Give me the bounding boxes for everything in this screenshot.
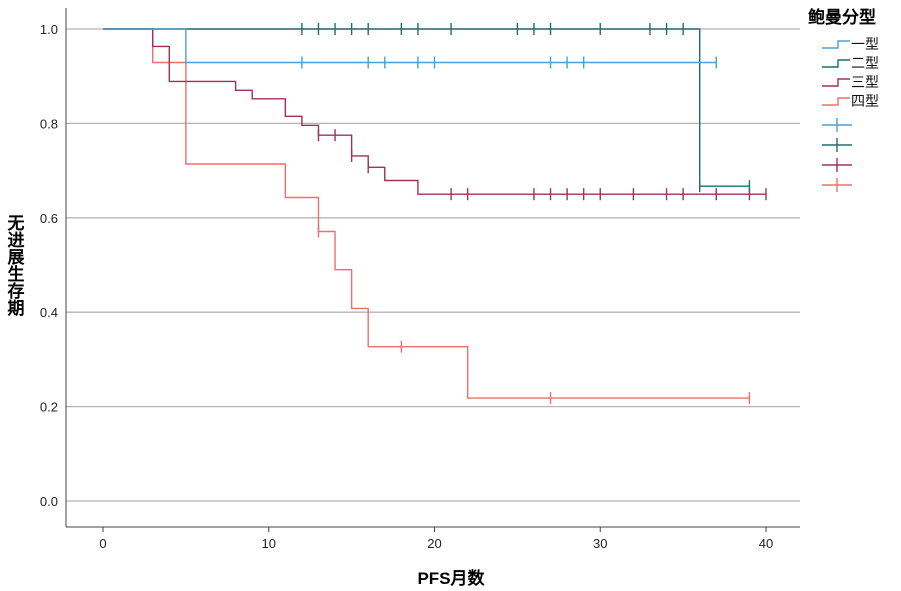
legend-line-icon: [822, 78, 850, 87]
legend-line-icon: [822, 59, 850, 68]
km-curve-四型: [103, 28, 750, 399]
km-curve-一型: [103, 28, 717, 64]
x-tick-label: 40: [759, 536, 773, 551]
y-tick-label: 0.0: [40, 494, 58, 509]
km-curve-二型: [103, 28, 750, 187]
y-tick-label: 0.4: [40, 305, 58, 320]
y-tick-label: 0.6: [40, 211, 58, 226]
y-tick-label: 1.0: [40, 22, 58, 37]
y-tick-label: 0.8: [40, 116, 58, 131]
legend-line-icon: [822, 40, 850, 49]
legend-title: 鲍曼分型: [808, 7, 876, 27]
x-tick-label: 0: [99, 536, 106, 551]
x-axis-label: PFS月数: [417, 568, 485, 588]
legend-label: 四型: [851, 93, 879, 109]
legend-line-icon: [822, 97, 850, 106]
y-tick-label: 0.2: [40, 400, 58, 415]
legend-label: 一型: [851, 36, 879, 52]
y-axis-label: 无进展生存期: [5, 214, 26, 317]
x-tick-label: 30: [593, 536, 607, 551]
legend-label: 二型: [851, 55, 879, 71]
km-curve-三型: [103, 28, 766, 195]
x-tick-label: 10: [262, 536, 276, 551]
x-tick-label: 20: [427, 536, 441, 551]
legend-label: 三型: [851, 74, 879, 90]
